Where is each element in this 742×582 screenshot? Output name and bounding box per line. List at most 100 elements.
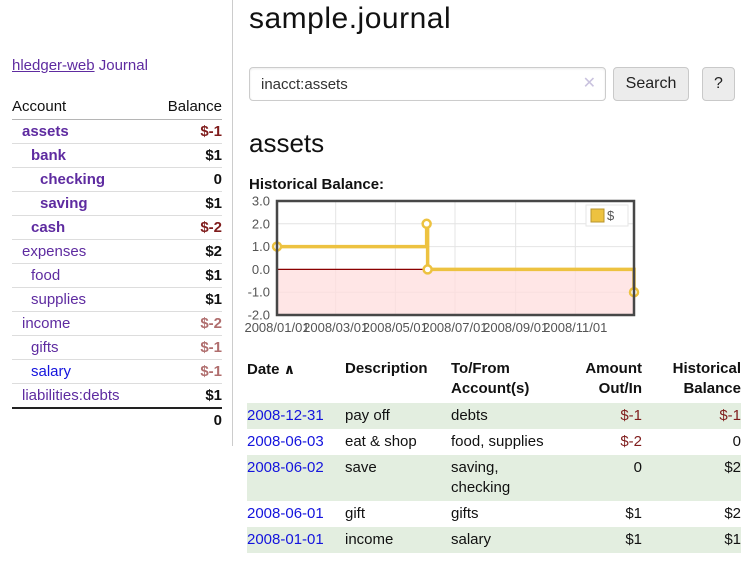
transaction-accounts: debts bbox=[451, 407, 488, 424]
account-link[interactable]: supplies bbox=[31, 291, 87, 308]
transaction-accounts: food, supplies bbox=[451, 433, 544, 450]
account-balance: $1 bbox=[151, 287, 222, 312]
clear-search-icon[interactable]: ✕ bbox=[582, 75, 596, 92]
account-balance-table: Account Balance assets $-1 bank $1 check… bbox=[12, 95, 222, 432]
transaction-balance: $-1 bbox=[719, 407, 741, 424]
register-row: 2008-06-01 gift gifts $1 $2 bbox=[247, 501, 741, 527]
transaction-date-link[interactable]: 2008-06-01 bbox=[247, 505, 324, 522]
page-title: sample.journal bbox=[249, 2, 452, 35]
register-row: 2008-12-31 pay off debts $-1 $-1 bbox=[247, 403, 741, 429]
account-row: food $1 bbox=[12, 263, 222, 288]
svg-text:2008/11/01: 2008/11/01 bbox=[543, 320, 607, 335]
account-row: supplies $1 bbox=[12, 287, 222, 312]
svg-text:-1.0: -1.0 bbox=[248, 285, 270, 300]
svg-text:-2.0: -2.0 bbox=[248, 308, 270, 323]
chart-title: Historical Balance: bbox=[249, 176, 385, 193]
account-link[interactable]: gifts bbox=[31, 339, 59, 356]
account-row: cash $-2 bbox=[12, 215, 222, 240]
transaction-amount: $-2 bbox=[620, 433, 642, 450]
account-link[interactable]: cash bbox=[31, 219, 66, 236]
account-link[interactable]: bank bbox=[31, 147, 67, 164]
svg-text:2.0: 2.0 bbox=[252, 216, 270, 231]
svg-text:0.0: 0.0 bbox=[252, 262, 270, 277]
transaction-date-link[interactable]: 2008-06-02 bbox=[247, 459, 324, 476]
balance-column-header: Balance bbox=[151, 95, 222, 120]
transaction-description: eat & shop bbox=[345, 433, 417, 450]
transaction-accounts: saving, checking bbox=[451, 459, 511, 496]
transaction-accounts: salary bbox=[451, 531, 492, 548]
account-link[interactable]: checking bbox=[40, 171, 106, 188]
account-balance: $-1 bbox=[200, 123, 222, 140]
account-balance: $1 bbox=[151, 263, 222, 288]
svg-text:1.0: 1.0 bbox=[252, 239, 270, 254]
account-link[interactable]: saving bbox=[40, 195, 88, 212]
transaction-amount: 0 bbox=[633, 459, 642, 476]
page: hledger-web Journal Account Balance asse… bbox=[0, 0, 742, 553]
account-row: expenses $2 bbox=[12, 239, 222, 264]
account-row: bank $1 bbox=[12, 143, 222, 168]
account-row: salary $-1 bbox=[12, 359, 222, 384]
account-balance: $1 bbox=[151, 191, 222, 216]
account-balance: $2 bbox=[151, 239, 222, 264]
account-row: assets $-1 bbox=[12, 120, 222, 144]
account-balance: $-1 bbox=[151, 335, 222, 360]
filtered-account-heading: assets bbox=[249, 128, 325, 158]
account-row: checking 0 bbox=[12, 167, 222, 192]
date-column-header[interactable]: Date ∧ bbox=[247, 361, 296, 378]
app-title-link[interactable]: hledger-web bbox=[12, 57, 95, 74]
account-row: liabilities:debts $1 bbox=[12, 383, 222, 408]
balance-column-header: Historical Balance bbox=[672, 360, 741, 397]
account-link[interactable]: liabilities:debts bbox=[22, 387, 120, 404]
account-link[interactable]: salary bbox=[31, 363, 72, 380]
account-link[interactable]: income bbox=[22, 315, 71, 332]
svg-text:2008/05/01: 2008/05/01 bbox=[363, 320, 428, 335]
transaction-date-link[interactable]: 2008-12-31 bbox=[247, 407, 324, 424]
svg-text:2008/03/01: 2008/03/01 bbox=[303, 320, 368, 335]
transaction-accounts: gifts bbox=[451, 505, 479, 522]
transaction-description: gift bbox=[345, 505, 366, 522]
transaction-description: pay off bbox=[345, 407, 390, 424]
sidebar: hledger-web Journal Account Balance asse… bbox=[0, 0, 233, 446]
transaction-balance: $1 bbox=[724, 531, 741, 548]
account-row: income $-2 bbox=[12, 311, 222, 336]
account-link[interactable]: expenses bbox=[22, 243, 87, 260]
sidebar-item-journal[interactable]: Journal bbox=[98, 57, 148, 74]
register-row: 2008-06-03 eat & shop food, supplies $-2… bbox=[247, 429, 741, 455]
transaction-amount: $1 bbox=[625, 505, 642, 522]
account-balance: $1 bbox=[151, 143, 222, 168]
search-input[interactable] bbox=[249, 67, 606, 101]
search-form: ✕ Search ? bbox=[249, 67, 741, 101]
chart-svg: $3.0 2.0 1.0 0.0 -1.0 -2.02008/01/012008/03/0… bbox=[244, 194, 640, 335]
svg-text:2008/09/01: 2008/09/01 bbox=[483, 320, 548, 335]
register-row: 2008-01-01 income salary $1 $1 bbox=[247, 527, 741, 553]
transaction-balance: 0 bbox=[732, 433, 741, 450]
account-balance: $-1 bbox=[151, 359, 222, 384]
account-row: saving $1 bbox=[12, 191, 222, 216]
transaction-date-link[interactable]: 2008-06-03 bbox=[247, 433, 324, 450]
main-content: sample.journal ✕ Search ? assets Histori… bbox=[233, 0, 742, 553]
account-balance: 0 bbox=[151, 167, 222, 192]
transaction-balance: $2 bbox=[724, 459, 741, 476]
svg-text:$: $ bbox=[607, 208, 615, 223]
transaction-amount: $-1 bbox=[620, 407, 642, 424]
transaction-date-link[interactable]: 2008-01-01 bbox=[247, 531, 324, 548]
historical-balance-chart: $3.0 2.0 1.0 0.0 -1.0 -2.0 2008/01/01 2008/03/0… bbox=[244, 194, 741, 345]
sort-ascending-icon: ∧ bbox=[283, 361, 296, 377]
svg-text:2008/07/01: 2008/07/01 bbox=[422, 320, 487, 335]
account-link[interactable]: food bbox=[31, 267, 61, 284]
search-button[interactable]: Search bbox=[613, 67, 689, 101]
accounts-column-header: To/From Account(s) bbox=[451, 360, 530, 397]
account-table-header: Account Balance bbox=[12, 95, 222, 120]
account-balance: $1 bbox=[151, 383, 222, 408]
transaction-amount: $1 bbox=[625, 531, 642, 548]
account-link[interactable]: assets bbox=[22, 123, 69, 140]
account-total-balance: 0 bbox=[151, 407, 222, 432]
svg-text:3.0: 3.0 bbox=[252, 194, 270, 209]
transaction-description: income bbox=[345, 531, 394, 548]
account-balance: $-2 bbox=[151, 311, 222, 336]
help-button[interactable]: ? bbox=[702, 67, 735, 101]
register-table: Date ∧ Description To/From Account(s) Am… bbox=[247, 357, 741, 553]
description-column-header: Description bbox=[345, 360, 428, 377]
transaction-description: save bbox=[345, 459, 377, 476]
register-header-row: Date ∧ Description To/From Account(s) Am… bbox=[247, 357, 741, 403]
